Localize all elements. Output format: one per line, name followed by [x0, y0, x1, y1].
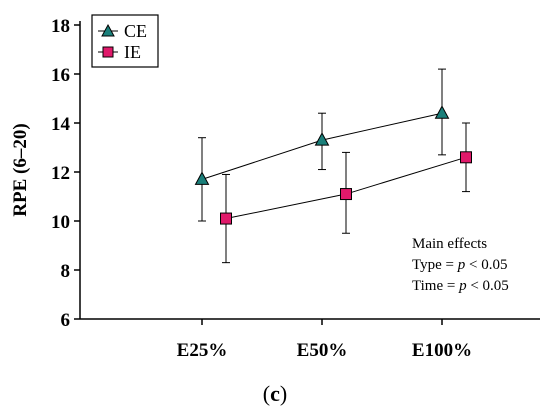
legend: CE IE — [91, 14, 159, 68]
note-line3-p: p — [458, 278, 467, 294]
y-axis-label: RPE (6–20) — [10, 123, 31, 216]
series-ie — [220, 122, 472, 264]
panel-label: (c) — [263, 381, 287, 406]
y-tick-label: 6 — [61, 310, 71, 331]
y-tick-label: 10 — [51, 212, 70, 233]
main-effects-note: Main effects Type = p < 0.05 Time = p < … — [412, 236, 509, 294]
note-line3-prefix: Time = — [412, 278, 459, 294]
x-tick-label: E25% — [177, 340, 228, 361]
y-ticks: 6 8 10 12 14 16 18 — [51, 16, 80, 331]
legend-ce-marker — [101, 23, 115, 37]
series-ce — [194, 68, 450, 222]
x-ticks: E25% E50% E100% — [177, 319, 472, 361]
y-tick-label: 12 — [51, 163, 70, 184]
note-line1: Main effects — [412, 236, 487, 252]
data-point-ie — [340, 188, 352, 201]
data-point-ie — [460, 151, 472, 164]
legend-ie-label: IE — [124, 42, 141, 62]
series-group — [194, 68, 472, 264]
note-line3-suffix: < 0.05 — [467, 278, 509, 294]
panel-open: ( — [263, 381, 270, 406]
data-point-ce — [314, 132, 330, 146]
legend-ie-marker — [102, 46, 114, 58]
note-line2-suffix: < 0.05 — [465, 257, 507, 273]
data-point-ie — [220, 212, 232, 225]
data-point-ce — [434, 105, 450, 119]
panel-close: ) — [280, 381, 287, 406]
note-line2: Type = p < 0.05 — [412, 257, 507, 273]
x-tick-label: E100% — [412, 340, 472, 361]
legend-box — [91, 14, 159, 68]
data-point-ce — [194, 171, 210, 185]
legend-ce-label: CE — [124, 21, 147, 41]
y-tick-label: 8 — [61, 261, 71, 282]
x-tick-label: E50% — [297, 340, 348, 361]
note-line2-p: p — [457, 257, 466, 273]
note-line3: Time = p < 0.05 — [412, 278, 509, 294]
y-tick-label: 16 — [51, 65, 70, 86]
y-tick-label: 18 — [51, 16, 70, 37]
note-line2-prefix: Type = — [412, 257, 458, 273]
panel-letter: c — [270, 381, 280, 406]
y-tick-label: 14 — [51, 114, 71, 135]
